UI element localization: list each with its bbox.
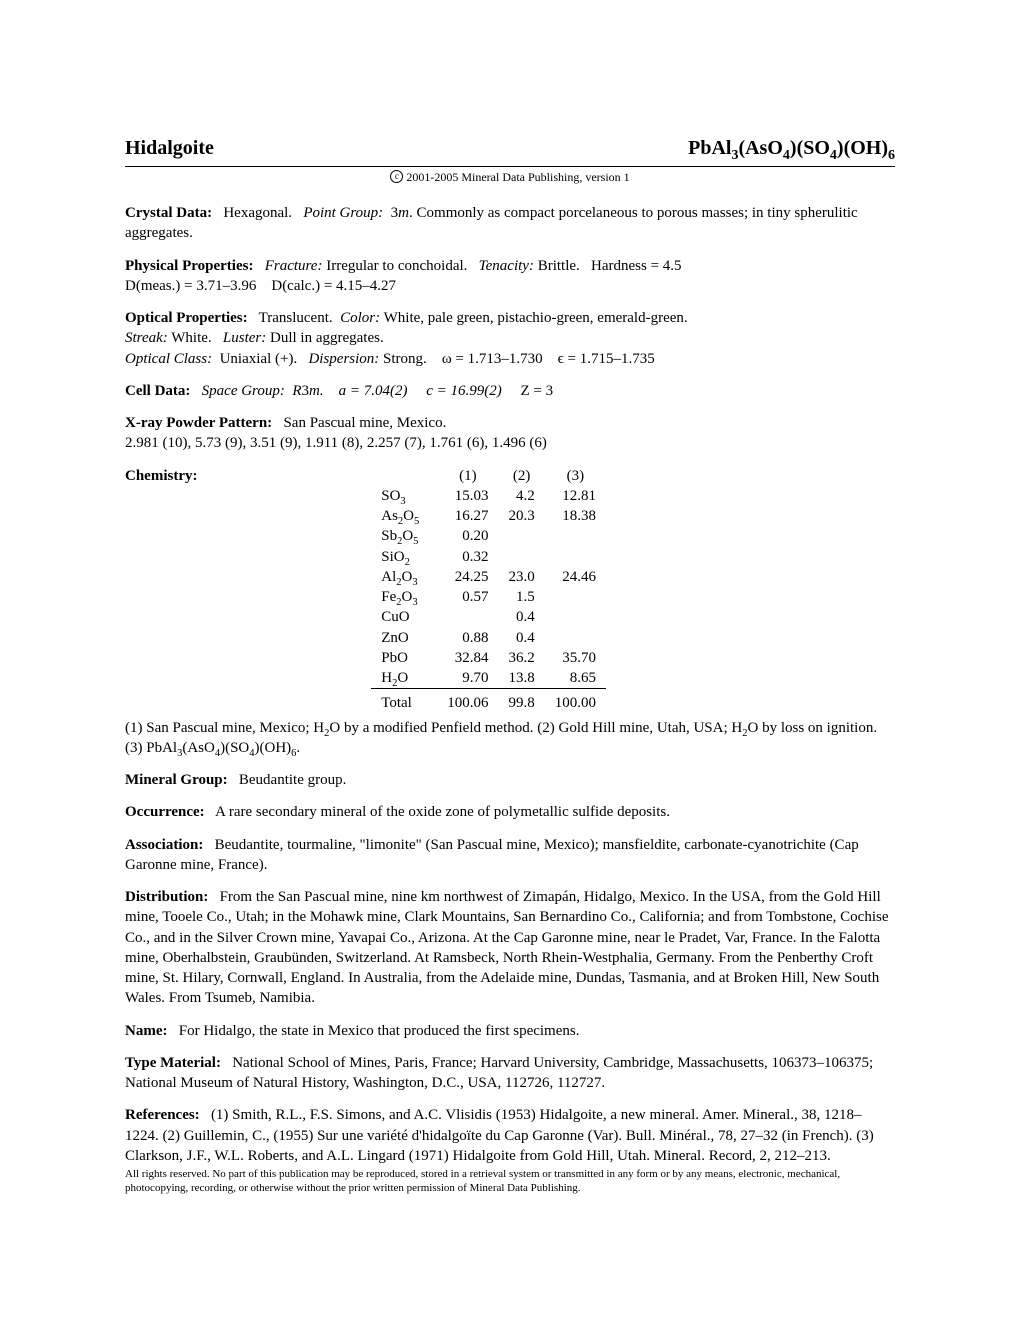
type-material: Type Material: National School of Mines,… — [125, 1053, 895, 1094]
chem-row: PbO32.8436.235.70 — [371, 648, 606, 668]
chem-row: SO315.034.212.81 — [371, 486, 606, 506]
chem-total-row: Total100.0699.8100.00 — [371, 689, 606, 714]
chem-row: SiO20.32 — [371, 547, 606, 567]
title-row: Hidalgoite PbAl3(AsO4)(SO4)(OH)6 — [125, 135, 895, 167]
physical-properties: Physical Properties: Fracture: Irregular… — [125, 256, 895, 297]
chem-row: ZnO0.880.4 — [371, 628, 606, 648]
name: Name: For Hidalgo, the state in Mexico t… — [125, 1021, 895, 1041]
chemical-formula: PbAl3(AsO4)(SO4)(OH)6 — [688, 135, 895, 162]
chem-row: Al2O324.2523.024.46 — [371, 567, 606, 587]
chemistry-table: (1)(2)(3)SO315.034.212.81As2O516.2720.31… — [371, 466, 606, 714]
chem-row: CuO0.4 — [371, 607, 606, 627]
chem-row: Fe2O30.571.5 — [371, 587, 606, 607]
chem-row: Sb2O50.20 — [371, 526, 606, 546]
mineral-name: Hidalgoite — [125, 135, 214, 162]
association: Association: Beudantite, tourmaline, "li… — [125, 835, 895, 876]
cell-data: Cell Data: Space Group: R3m. a = 7.04(2)… — [125, 381, 895, 401]
mineral-group: Mineral Group: Beudantite group. — [125, 770, 895, 790]
copyright: c 2001-2005 Mineral Data Publishing, ver… — [125, 169, 895, 185]
chemistry: Chemistry: (1)(2)(3)SO315.034.212.81As2O… — [125, 466, 895, 759]
copyright-icon: c — [390, 170, 403, 183]
references: References: (1) Smith, R.L., F.S. Simons… — [125, 1105, 895, 1166]
chem-row: H2O9.7013.88.65 — [371, 668, 606, 689]
page: Hidalgoite PbAl3(AsO4)(SO4)(OH)6 c 2001-… — [0, 0, 1020, 1320]
chemistry-notes: (1) San Pascual mine, Mexico; H2O by a m… — [125, 718, 895, 759]
xray-pattern: X-ray Powder Pattern: San Pascual mine, … — [125, 413, 895, 454]
optical-properties: Optical Properties: Translucent. Color: … — [125, 308, 895, 369]
crystal-data: Crystal Data: Hexagonal. Point Group: 3m… — [125, 203, 895, 244]
chem-row: As2O516.2720.318.38 — [371, 506, 606, 526]
footer: All rights reserved. No part of this pub… — [125, 1168, 895, 1196]
distribution: Distribution: From the San Pascual mine,… — [125, 887, 895, 1009]
occurrence: Occurrence: A rare secondary mineral of … — [125, 802, 895, 822]
